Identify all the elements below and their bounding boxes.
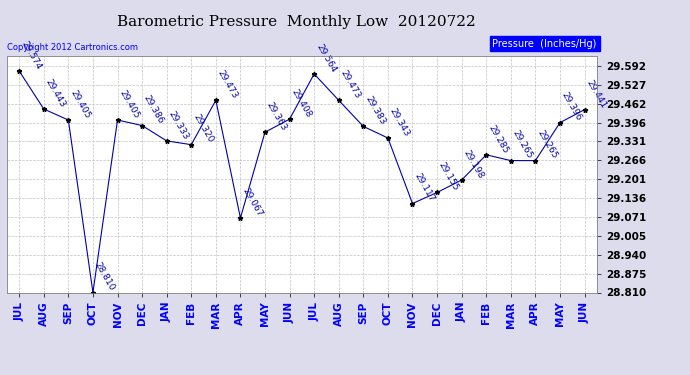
Text: 29.265: 29.265 <box>535 129 559 160</box>
Text: 29.343: 29.343 <box>388 106 411 138</box>
Text: 29.408: 29.408 <box>290 87 313 119</box>
Text: 29.285: 29.285 <box>486 123 510 155</box>
Text: 29.117: 29.117 <box>413 172 436 204</box>
Text: 29.443: 29.443 <box>43 78 67 109</box>
Text: Copyright 2012 Cartronics.com: Copyright 2012 Cartronics.com <box>7 42 138 51</box>
Text: 29.386: 29.386 <box>142 94 166 126</box>
Text: 29.473: 29.473 <box>216 69 239 100</box>
Text: 29.405: 29.405 <box>117 88 141 120</box>
Text: 29.574: 29.574 <box>19 39 43 71</box>
Text: Pressure  (Inches/Hg): Pressure (Inches/Hg) <box>493 39 597 48</box>
Text: 29.396: 29.396 <box>560 91 584 123</box>
Text: 29.067: 29.067 <box>240 186 264 218</box>
Text: 29.320: 29.320 <box>191 113 215 145</box>
Text: 29.405: 29.405 <box>68 88 92 120</box>
Text: 29.473: 29.473 <box>339 69 362 100</box>
Text: 29.383: 29.383 <box>364 94 387 126</box>
Text: 28.810: 28.810 <box>93 261 117 292</box>
Text: 29.363: 29.363 <box>265 100 288 132</box>
Text: 29.564: 29.564 <box>314 42 337 74</box>
Text: Barometric Pressure  Monthly Low  20120722: Barometric Pressure Monthly Low 20120722 <box>117 15 476 29</box>
Text: 29.333: 29.333 <box>167 109 190 141</box>
Text: 29.198: 29.198 <box>462 148 485 180</box>
Text: 29.441: 29.441 <box>584 78 608 110</box>
Text: 29.155: 29.155 <box>437 161 461 192</box>
Text: 29.265: 29.265 <box>511 129 534 160</box>
